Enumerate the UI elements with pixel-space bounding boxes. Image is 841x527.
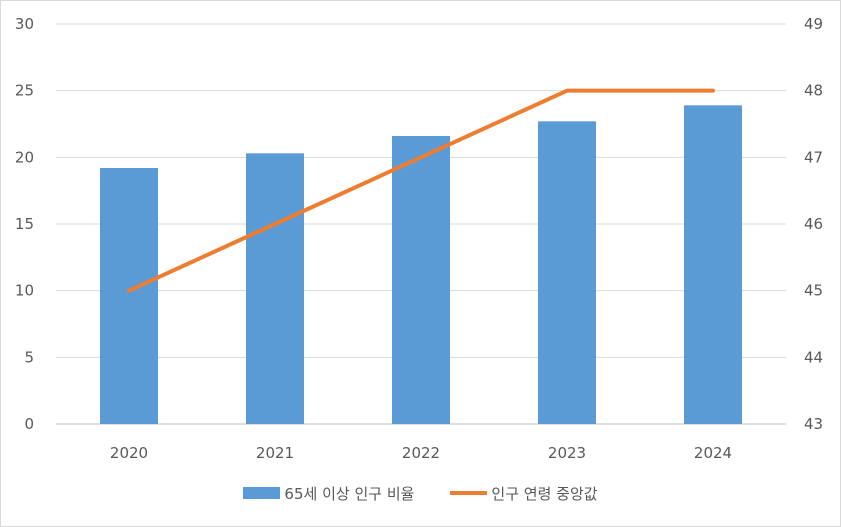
y-right-tick-label: 49 bbox=[804, 15, 823, 33]
x-tick-label: 2024 bbox=[694, 444, 732, 462]
legend-swatch-line bbox=[450, 491, 488, 495]
y-right-tick-label: 48 bbox=[804, 82, 823, 100]
x-tick-label: 2021 bbox=[256, 444, 294, 462]
y-right-tick-label: 43 bbox=[804, 415, 823, 433]
legend-label-line: 인구 연령 중앙값 bbox=[491, 484, 598, 503]
legend-label-bar: 65세 이상 인구 비율 bbox=[284, 484, 415, 503]
y-right-tick-label: 45 bbox=[804, 282, 823, 300]
bar bbox=[246, 153, 304, 425]
legend-swatch-bar bbox=[243, 487, 281, 499]
legend-item-line: 인구 연령 중앙값 bbox=[450, 483, 598, 504]
bar bbox=[684, 105, 742, 424]
y-axis-left-ticks: 0 5 10 15 20 25 30 bbox=[15, 15, 34, 433]
y-right-tick-label: 46 bbox=[804, 215, 823, 233]
legend: 65세 이상 인구 비율 인구 연령 중앙값 bbox=[1, 481, 840, 505]
bar bbox=[392, 136, 450, 424]
x-axis-ticks: 2020 2021 2022 2023 2024 bbox=[110, 444, 732, 462]
y-left-tick-label: 20 bbox=[15, 148, 34, 166]
y-left-tick-label: 5 bbox=[24, 348, 34, 366]
y-right-tick-label: 44 bbox=[804, 348, 823, 366]
bar bbox=[538, 121, 596, 424]
y-left-tick-label: 0 bbox=[24, 415, 34, 433]
bar bbox=[100, 168, 158, 424]
y-left-tick-label: 30 bbox=[15, 15, 34, 33]
y-right-tick-label: 47 bbox=[804, 148, 823, 166]
x-tick-label: 2022 bbox=[402, 444, 440, 462]
x-tick-label: 2023 bbox=[548, 444, 586, 462]
bar-series bbox=[100, 105, 742, 425]
legend-item-bar: 65세 이상 인구 비율 bbox=[243, 483, 414, 504]
y-left-tick-label: 10 bbox=[15, 282, 34, 300]
y-left-tick-label: 25 bbox=[15, 82, 34, 100]
x-tick-label: 2020 bbox=[110, 444, 148, 462]
y-axis-right-ticks: 43 44 45 46 47 48 49 bbox=[804, 15, 823, 433]
y-left-tick-label: 15 bbox=[15, 215, 34, 233]
line-series bbox=[127, 88, 715, 293]
